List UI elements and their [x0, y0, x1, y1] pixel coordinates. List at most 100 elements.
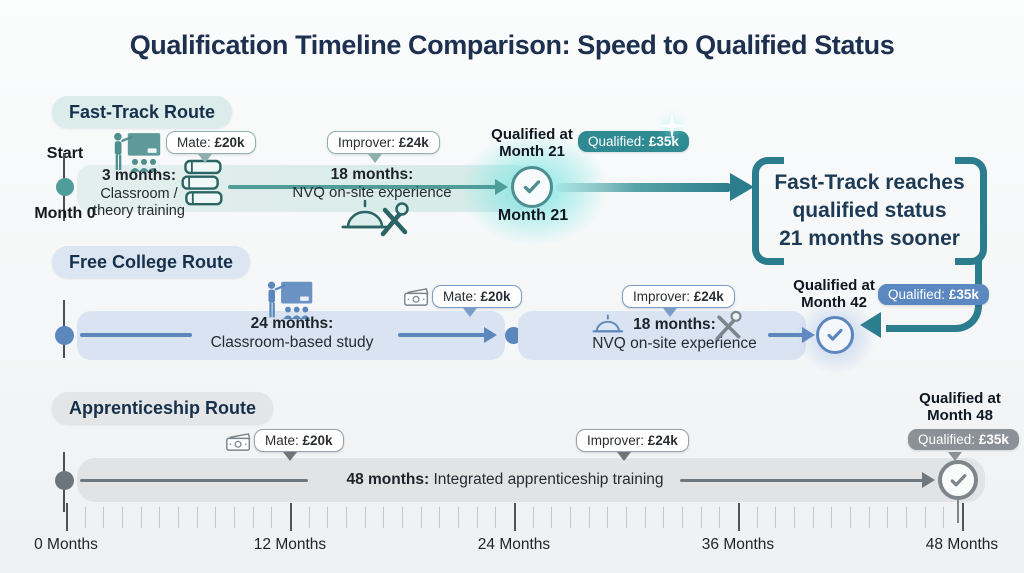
fast-track-improver-pointer	[368, 154, 382, 163]
fast-track-qualified-badge: Qualified: £35k	[578, 131, 689, 152]
axis-minor-tick	[644, 507, 646, 528]
apprenticeship-line-b	[680, 478, 924, 482]
tools-icon	[712, 310, 744, 349]
callout-box: Fast-Track reaches qualified status 21 m…	[752, 157, 987, 265]
axis-minor-tick	[346, 507, 347, 528]
axis-minor-tick	[924, 507, 926, 528]
axis-minor-tick	[495, 507, 497, 528]
axis-minor-tick	[532, 507, 534, 528]
axis-major-tick	[962, 503, 964, 531]
axis-minor-tick	[607, 507, 609, 528]
axis-minor-tick	[234, 507, 235, 528]
mate-label: Mate:	[177, 135, 211, 150]
apprenticeship-qualified-badge: Qualified: £35k	[908, 429, 1019, 450]
axis-label-36: 36 Months	[701, 536, 775, 553]
apprenticeship-improver-badge: Improver: £24k	[576, 429, 689, 452]
hardhat-icon	[592, 312, 630, 343]
improver-label: Improver:	[338, 135, 396, 150]
axis-minor-tick	[122, 507, 123, 528]
axis-minor-tick	[812, 507, 814, 528]
free-college-route-label: Free College Route	[69, 252, 234, 272]
axis-major-tick	[66, 503, 68, 531]
fast-track-bar	[77, 165, 529, 212]
axis-label-0: 0 Months	[34, 536, 98, 553]
fast-track-check-circle	[511, 166, 553, 208]
apprenticeship-circle-dropline	[957, 499, 959, 523]
axis-minor-tick	[775, 507, 777, 528]
phase1-desc-line1: Classroom /	[100, 185, 178, 202]
check-icon	[950, 473, 966, 486]
apprenticeship-phase1-text: 48 months: Integrated apprenticeship tra…	[346, 471, 664, 488]
axis-minor-tick	[663, 507, 665, 528]
free-college-phase1-text: 24 months: Classroom-based study	[210, 315, 374, 351]
free-college-bar2	[518, 311, 806, 360]
free-college-line-b	[398, 333, 486, 337]
free-college-line-a	[80, 333, 192, 337]
axis-minor-tick	[887, 507, 889, 528]
axis-label-24: 24 Months	[477, 536, 551, 553]
fast-track-line	[228, 185, 496, 189]
fast-track-route-label: Fast-Track Route	[69, 102, 216, 122]
phase2-duration: 18 months:	[330, 166, 414, 183]
page-title: Qualification Timeline Comparison: Speed…	[129, 30, 895, 60]
callout-left-bracket	[752, 157, 784, 265]
phase1-desc-line2: theory training	[93, 203, 185, 219]
axis-minor-tick	[588, 507, 590, 528]
fast-track-qualified-at: Qualified at Month 21	[478, 126, 586, 160]
apprenticeship-route-label: Apprenticeship Route	[69, 398, 257, 418]
callout-text: Fast-Track reaches qualified status 21 m…	[774, 171, 965, 250]
qualified-at-line2: Month 21	[499, 143, 565, 160]
axis-minor-tick	[794, 507, 795, 528]
axis-minor-tick	[364, 507, 366, 528]
axis-major-tick	[738, 503, 740, 531]
axis-minor-tick	[682, 507, 683, 528]
fast-track-route-pill: Fast-Track Route	[52, 96, 233, 128]
hardhat-tools-icon	[341, 196, 411, 245]
free-college-mate-pointer	[463, 308, 477, 317]
fast-track-end-month: Month 21	[497, 207, 569, 224]
free-college-check-circle	[816, 316, 854, 354]
axis-minor-tick	[103, 507, 105, 528]
axis-minor-tick	[756, 507, 758, 528]
apprenticeship-line-a	[80, 478, 308, 482]
free-college-start-dot	[55, 326, 74, 345]
free-college-phase2-text: 18 months: NVQ on-site experience	[592, 316, 757, 352]
axis-minor-tick	[850, 507, 851, 528]
axis-major-tick	[514, 503, 516, 531]
axis-minor-tick	[906, 507, 907, 528]
axis-minor-tick	[159, 507, 161, 528]
fast-track-improver-badge: Improver: £24k	[327, 131, 440, 154]
axis-minor-tick	[402, 507, 403, 528]
axis-minor-tick	[626, 507, 627, 528]
apprenticeship-route-section: Apprenticeship Route Mate: £20k Improver…	[0, 385, 1024, 523]
mate-value: £20k	[214, 135, 245, 150]
sparkle-icon	[658, 112, 686, 145]
axis-minor-tick	[420, 507, 422, 528]
free-college-qualified-badge: Qualified: £35k	[878, 284, 989, 305]
free-college-mate-badge: Mate: £20k	[432, 285, 522, 308]
axis-minor-tick	[868, 507, 870, 528]
free-college-arrowhead-2	[802, 327, 815, 343]
apprenticeship-qualified-at: Qualified at Month 48	[919, 390, 1001, 424]
money-icon	[225, 432, 252, 457]
money-icon	[403, 287, 430, 312]
apprenticeship-arrowhead	[922, 472, 935, 488]
free-college-route-section: Free College Route 24 m	[0, 240, 1024, 375]
start-label: Start	[35, 145, 95, 163]
free-college-mid-dot	[505, 327, 522, 344]
apprenticeship-improver-pointer	[617, 452, 631, 461]
axis-label-12: 12 Months	[253, 536, 327, 553]
classroom-training-icon	[262, 280, 314, 325]
axis-minor-tick	[140, 507, 142, 528]
fast-track-to-callout-arrow	[556, 183, 732, 192]
axis-minor-tick	[215, 507, 217, 528]
axis-minor-tick	[943, 507, 945, 528]
axis-minor-tick	[570, 507, 571, 528]
axis-minor-tick	[700, 507, 702, 528]
fast-track-phase1-text: 3 months: Classroom / theory training	[80, 167, 198, 221]
books-icon	[179, 156, 225, 217]
phase1-duration: 3 months:	[101, 167, 177, 184]
free-college-improver-pointer	[663, 308, 677, 317]
apprenticeship-route-pill: Apprenticeship Route	[52, 392, 274, 424]
callout-arrowhead-icon	[730, 173, 754, 201]
